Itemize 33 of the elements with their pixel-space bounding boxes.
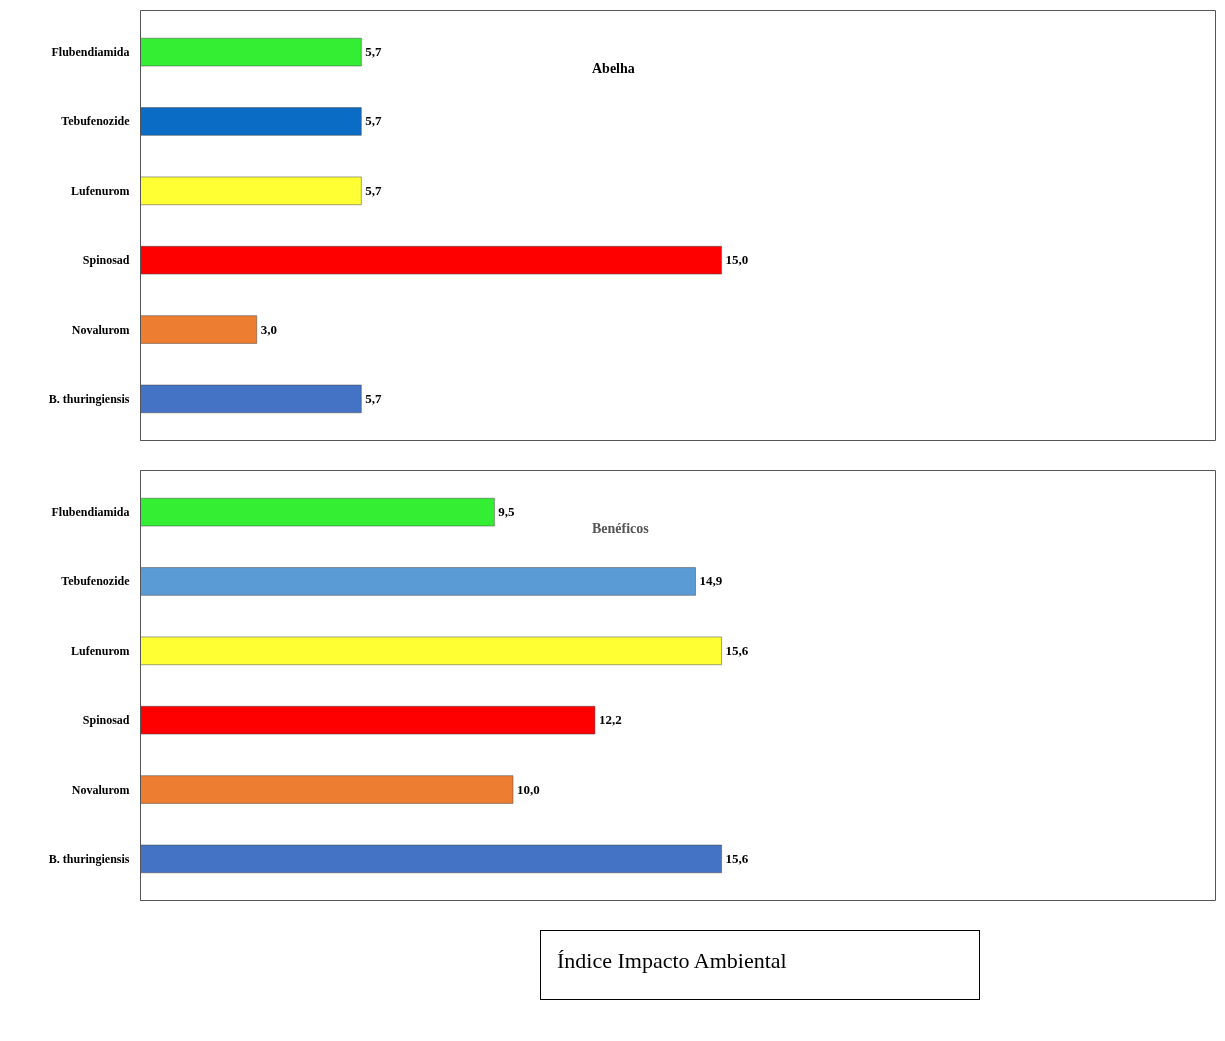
bar — [140, 636, 722, 665]
y-tick-label: Spinosad — [82, 253, 130, 268]
y-tick-label: Flubendiamida — [51, 45, 130, 60]
y-tick-label: Novalurom — [71, 782, 130, 797]
data-label: 5,7 — [365, 390, 383, 406]
y-tick-label: B. thuringiensis — [48, 851, 130, 866]
data-label: 10,0 — [516, 781, 540, 797]
text: Índice Impacto Ambiental — [557, 947, 787, 975]
data-label: 12,2 — [598, 712, 622, 728]
data-label: 5,7 — [365, 182, 383, 198]
data-label: 14,9 — [699, 573, 723, 589]
y-tick-label: Tebufenozide — [61, 574, 131, 589]
data-label: 9,5 — [498, 504, 516, 520]
data-label: 15,6 — [725, 850, 749, 866]
y-tick-label: Spinosad — [82, 713, 130, 728]
data-label: 5,7 — [365, 44, 383, 60]
y-tick-label: Lufenurom — [71, 643, 130, 658]
data-label: 15,0 — [725, 252, 749, 268]
y-tick-label: Flubendiamida — [51, 505, 130, 520]
text: Abelha — [592, 61, 635, 77]
y-tick-label: B. thuringiensis — [48, 391, 130, 406]
bar — [140, 775, 514, 804]
bar — [140, 844, 722, 874]
text: Benéficos — [592, 521, 650, 537]
data-label: 5,7 — [365, 113, 383, 129]
data-label: 3,0 — [260, 321, 277, 337]
y-tick-label: Lufenurom — [71, 183, 130, 198]
bar — [140, 497, 495, 527]
bar — [140, 567, 696, 596]
y-tick-label: Novalurom — [71, 322, 130, 337]
y-tick-label: Tebufenozide — [61, 114, 131, 129]
bar — [140, 706, 596, 735]
data-label: 15,6 — [725, 642, 749, 658]
